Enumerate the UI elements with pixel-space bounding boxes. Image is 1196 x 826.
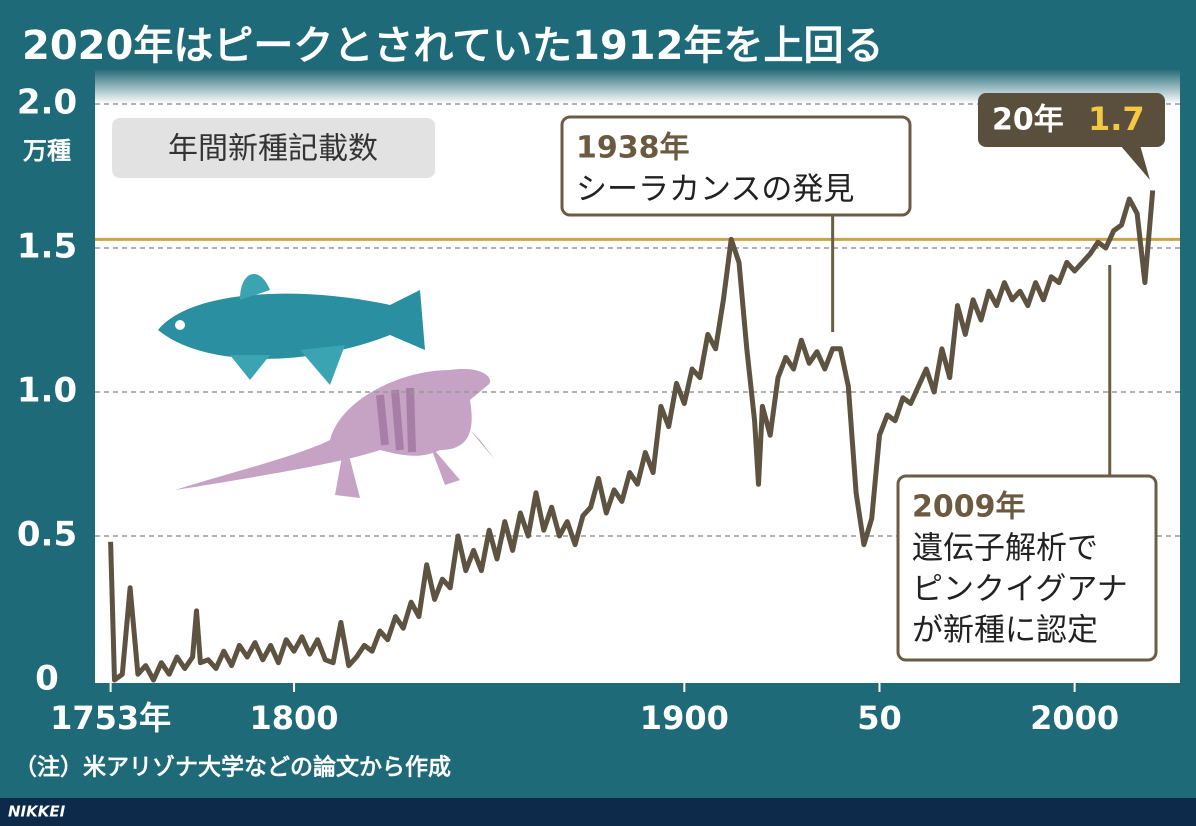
chart-title: 2020年はピークとされていた1912年を上回る xyxy=(22,23,883,69)
data-line xyxy=(108,190,1156,683)
latest-box xyxy=(978,93,1165,147)
x-tick-label: 50 xyxy=(857,699,902,737)
y-tick-label: 1.5 xyxy=(17,227,77,267)
x-tick-label: 1800 xyxy=(250,699,339,737)
annotation-title: 1938年 xyxy=(576,131,690,166)
x-tick-label: 2000 xyxy=(1030,699,1119,737)
legend-label: 年間新種記載数 xyxy=(168,132,378,167)
iguana-illustration xyxy=(175,368,495,498)
y-tick-label: 1.0 xyxy=(17,371,77,411)
y-tick-label: 2.0 xyxy=(17,83,77,123)
y-unit: 万種 xyxy=(23,137,71,165)
annotation-text: シーラカンスの発見 xyxy=(576,172,854,208)
legend-box xyxy=(112,118,435,178)
y-tick-label: 0.5 xyxy=(17,515,77,555)
x-tick-label: 1753年 xyxy=(50,699,171,737)
annotation-text: 遺伝子解析で xyxy=(912,531,1098,567)
latest-pointer xyxy=(1120,145,1150,180)
source: NIKKEI xyxy=(8,803,66,821)
x-tick-label: 1900 xyxy=(640,699,729,737)
coelacanth-illustration xyxy=(158,273,425,385)
annotation-box xyxy=(896,474,1158,662)
annotation-box xyxy=(560,115,912,217)
latest-value: 1.7 xyxy=(1088,100,1145,138)
latest-label: 20年 xyxy=(992,103,1064,138)
annotation-text: ピンクイグアナ xyxy=(912,572,1128,608)
annotation-text: が新種に認定 xyxy=(912,613,1098,649)
note: （注）米アリゾナ大学などの論文から作成 xyxy=(14,754,451,781)
annotation-title: 2009年 xyxy=(912,490,1026,525)
footer-bar xyxy=(0,798,1196,826)
y-tick-label: 0 xyxy=(35,659,59,699)
